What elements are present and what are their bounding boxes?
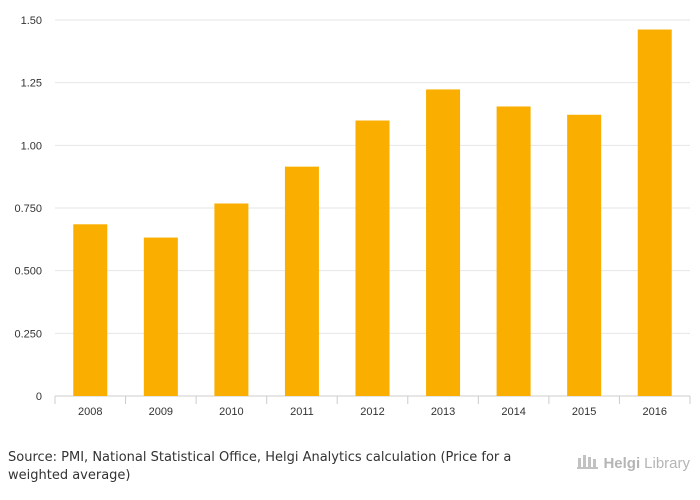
bar-chart: 0 0.250 0.500 0.750 1.00 1.25 1.50 2008 2009 201… — [14, 15, 691, 418]
x-tick-label: 2013 — [431, 406, 455, 418]
x-tick-label: 2011 — [290, 406, 314, 418]
helgi-building-icon — [577, 452, 599, 474]
bar-2016 — [637, 29, 672, 397]
x-tick-label: 2008 — [78, 406, 102, 418]
y-tick-label: 1.50 — [21, 15, 42, 27]
y-tick-label: 0 — [36, 391, 42, 403]
bar-2013 — [426, 89, 461, 397]
y-tick-label: 0.250 — [14, 328, 42, 340]
logo-brand: Helgi — [603, 454, 641, 472]
bar-2015 — [567, 114, 602, 396]
bar-2008 — [73, 224, 108, 396]
x-tick-label: 2010 — [219, 406, 243, 418]
y-tick-label: 0.750 — [14, 203, 42, 215]
x-tick-label: 2012 — [360, 406, 384, 418]
bar-2010 — [214, 203, 249, 396]
bar-2011 — [284, 166, 319, 396]
x-tick-label: 2014 — [501, 406, 525, 418]
x-tick-label: 2016 — [642, 406, 666, 418]
bar-2009 — [143, 237, 178, 396]
x-axis: 2008 2009 2010 2011 2012 2013 2014 2015 2016 — [54, 396, 691, 418]
bars — [73, 29, 672, 397]
source-note: Source: PMI, National Statistical Office… — [8, 450, 512, 483]
bar-2014 — [496, 106, 531, 396]
logo-suffix: Library — [644, 454, 690, 472]
y-tick-label: 0.500 — [14, 266, 42, 278]
y-tick-label: 1.00 — [21, 140, 42, 152]
bar-2012 — [355, 120, 390, 396]
y-tick-label: 1.25 — [21, 78, 42, 90]
helgi-library-logo: Helgi Library — [577, 452, 690, 474]
x-tick-label: 2015 — [572, 406, 596, 418]
y-axis-ticks: 0 0.250 0.500 0.750 1.00 1.25 1.50 — [14, 15, 42, 403]
x-tick-label: 2009 — [149, 406, 173, 418]
